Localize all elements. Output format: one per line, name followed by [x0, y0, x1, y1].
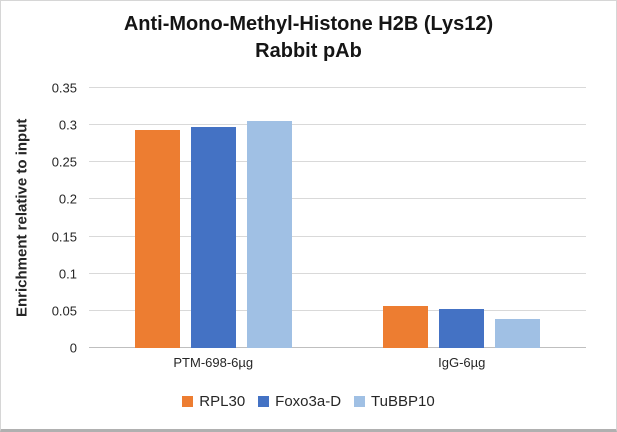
bar-group-1	[89, 88, 338, 348]
gridline	[89, 309, 586, 311]
x-category-label: IgG-6µg	[438, 355, 486, 370]
legend-label: RPL30	[199, 393, 246, 410]
y-tick-label: 0.35	[51, 80, 77, 96]
y-axis-tick-labels: 0 0.05 0.1 0.15 0.2 0.25 0.3 0.35	[35, 81, 83, 356]
legend-item-tubbp10: TuBBP10	[354, 393, 435, 410]
y-tick-label: 0.1	[58, 266, 77, 282]
chart-title: Anti-Mono-Methyl-Histone H2B (Lys12) Rab…	[1, 11, 616, 65]
y-tick-label: 0.25	[51, 154, 77, 170]
y-tick-label: 0.2	[58, 191, 77, 207]
gridline	[89, 235, 586, 237]
bar-rpl30-2	[383, 306, 429, 348]
legend-swatch-icon	[258, 396, 270, 407]
gridline	[89, 198, 586, 200]
gridline	[89, 161, 586, 163]
gridline	[89, 87, 586, 88]
bar-rpl30-1	[134, 130, 180, 348]
bar-tubbp10-1	[246, 121, 292, 348]
plot-area	[89, 87, 586, 348]
x-axis-category-labels: PTM-698-6µg IgG-6µg	[89, 355, 586, 370]
legend: RPL30 Foxo3a-D TuBBP10	[1, 393, 616, 410]
gridline	[89, 272, 586, 274]
bar-group-2	[338, 88, 587, 348]
legend-item-rpl30: RPL30	[182, 393, 245, 410]
chart-title-line-1: Anti-Mono-Methyl-Histone H2B (Lys12)	[123, 13, 494, 35]
legend-swatch-icon	[182, 396, 194, 407]
y-tick-label: 0.15	[51, 229, 77, 245]
legend-swatch-icon	[354, 396, 366, 407]
y-axis-title: Enrichment relative to input	[13, 118, 31, 318]
x-category-label: PTM-698-6µg	[173, 355, 254, 370]
y-tick-label: 0.05	[51, 303, 77, 319]
bar-foxo3a-d-2	[439, 309, 485, 348]
chart-title-line-2: Rabbit pAb	[255, 40, 362, 62]
bar-tubbp10-2	[495, 319, 541, 348]
x-axis-baseline	[89, 347, 586, 348]
bar-groups	[89, 88, 586, 348]
gridline	[89, 124, 586, 126]
legend-label: Foxo3a-D	[275, 393, 342, 410]
legend-label: TuBBP10	[371, 393, 435, 410]
legend-item-foxo3a-d: Foxo3a-D	[258, 393, 341, 410]
bar-foxo3a-d-1	[190, 127, 236, 348]
y-tick-label: 0.3	[58, 117, 77, 133]
y-tick-label: 0	[69, 340, 77, 356]
